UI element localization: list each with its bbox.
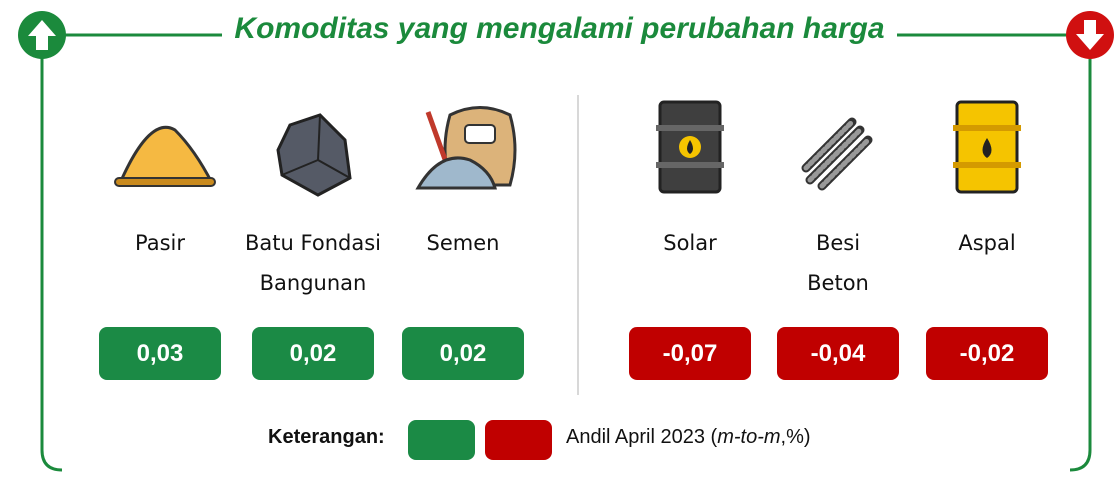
item-name: Besi (815, 231, 861, 255)
item-name: Semen (426, 231, 500, 255)
legend-label: Keterangan: (268, 426, 385, 448)
item-value: 0,02 (402, 327, 524, 380)
item-name: Batu Fondasi (245, 231, 381, 255)
legend-text-3: ,%) (780, 426, 811, 448)
legend-text: Andil April 2023 (m-to-m,%) (566, 426, 811, 449)
title-text: Komoditas yang mengalami perubahan harga (222, 12, 897, 45)
item-value: -0,07 (629, 327, 751, 380)
item-value: -0,04 (777, 327, 899, 380)
item-name: Solar (663, 231, 717, 255)
item-name: Pasir (135, 231, 185, 255)
item-name: Beton (807, 271, 869, 295)
legend-text-2: m-to-m (717, 426, 781, 448)
item-name: Bangunan (259, 271, 367, 295)
item-name: Aspal (958, 231, 1016, 255)
legend-text-1: Andil April 2023 ( (566, 426, 718, 448)
item-value: 0,02 (252, 327, 374, 380)
item-value: -0,02 (926, 327, 1048, 380)
item-value: 0,03 (99, 327, 221, 380)
title: Komoditas yang mengalami perubahan harga (0, 12, 1119, 46)
